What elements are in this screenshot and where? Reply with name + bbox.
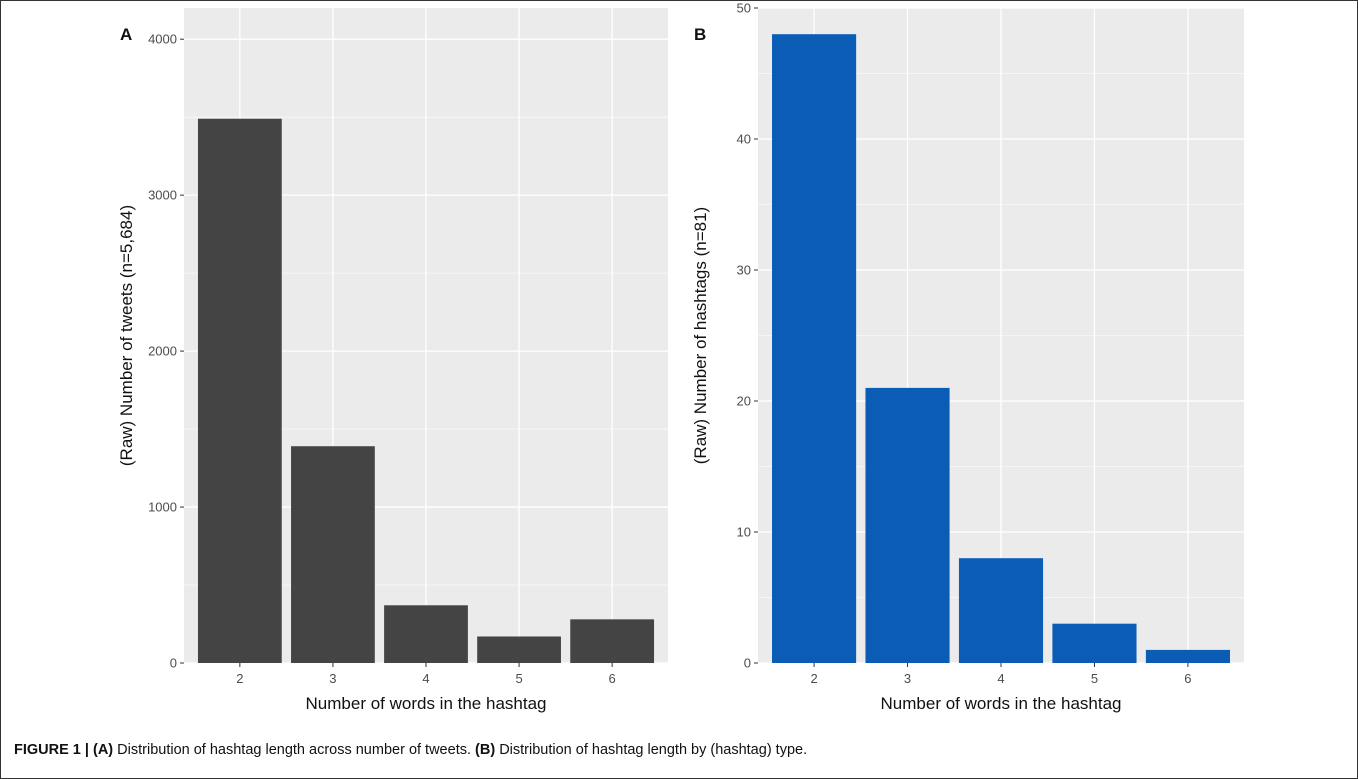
panel-b-y-ticks: 0 10 20 30 40 50 — [737, 1, 758, 671]
figure-caption: FIGURE 1 | (A) Distribution of hashtag l… — [14, 742, 807, 758]
bar-5 — [477, 636, 561, 663]
figure-canvas: A 0 1000 2000 3000 4000 2 3 4 5 6 Number of word… — [117, 1, 1244, 713]
y-tick-label: 3000 — [148, 188, 177, 203]
x-tick-label: 4 — [422, 671, 429, 686]
panel-a-bars — [197, 118, 655, 663]
caption-prefix: FIGURE 1 | — [14, 742, 93, 758]
y-tick-label: 0 — [170, 656, 177, 671]
x-tick-label: 3 — [329, 671, 336, 686]
panel-b-bars — [772, 34, 1230, 663]
bar-2 — [772, 34, 857, 663]
caption-b-text: Distribution of hashtag length by (hasht… — [495, 742, 808, 758]
panel-a-x-axis-title: Number of words in the hashtag — [306, 694, 547, 713]
panel-b-y-axis-title: (Raw) Number of hashtags (n=81) — [691, 207, 710, 464]
panel-a-y-axis-title: (Raw) Number of tweets (n=5,684) — [117, 205, 136, 466]
panel-b-x-axis-title: Number of words in the hashtag — [881, 694, 1122, 713]
y-tick-label: 0 — [744, 656, 751, 671]
bar-6 — [570, 619, 655, 663]
caption-a-text: Distribution of hashtag length across nu… — [113, 742, 476, 758]
bar-3 — [865, 387, 950, 663]
panel-a-y-ticks: 0 1000 2000 3000 4000 — [148, 32, 184, 671]
bar-5 — [1052, 623, 1137, 663]
x-tick-label: 5 — [515, 671, 522, 686]
panel-b-letter: B — [694, 25, 706, 44]
x-tick-label: 3 — [904, 671, 911, 686]
x-tick-label: 6 — [609, 671, 616, 686]
bar-4 — [384, 605, 468, 663]
x-tick-label: 5 — [1091, 671, 1098, 686]
caption-b-label: (B) — [475, 742, 496, 758]
y-tick-label: 40 — [737, 132, 751, 147]
panel-a-letter: A — [120, 25, 132, 44]
y-tick-label: 20 — [737, 394, 751, 409]
x-tick-label: 2 — [810, 671, 817, 686]
y-tick-label: 50 — [737, 1, 751, 16]
bar-4 — [958, 558, 1044, 663]
caption-a-label: (A) — [93, 742, 114, 758]
y-tick-label: 4000 — [148, 32, 177, 47]
bar-6 — [1145, 649, 1230, 663]
y-tick-label: 30 — [737, 263, 751, 278]
y-tick-label: 2000 — [148, 344, 177, 359]
y-tick-label: 10 — [737, 525, 751, 540]
bar-2 — [197, 118, 282, 663]
panel-b-x-ticks: 2 3 4 5 6 — [810, 663, 1192, 686]
y-tick-label: 1000 — [148, 500, 177, 515]
panel-b: B 0 10 20 30 40 50 2 3 4 5 6 Number of words in t… — [691, 1, 1244, 713]
bar-3 — [291, 446, 375, 663]
x-tick-label: 6 — [1184, 671, 1191, 686]
panel-a: A 0 1000 2000 3000 4000 2 3 4 5 6 Number of word… — [117, 8, 668, 713]
x-tick-label: 2 — [236, 671, 243, 686]
panel-a-x-ticks: 2 3 4 5 6 — [236, 663, 616, 686]
x-tick-label: 4 — [997, 671, 1004, 686]
